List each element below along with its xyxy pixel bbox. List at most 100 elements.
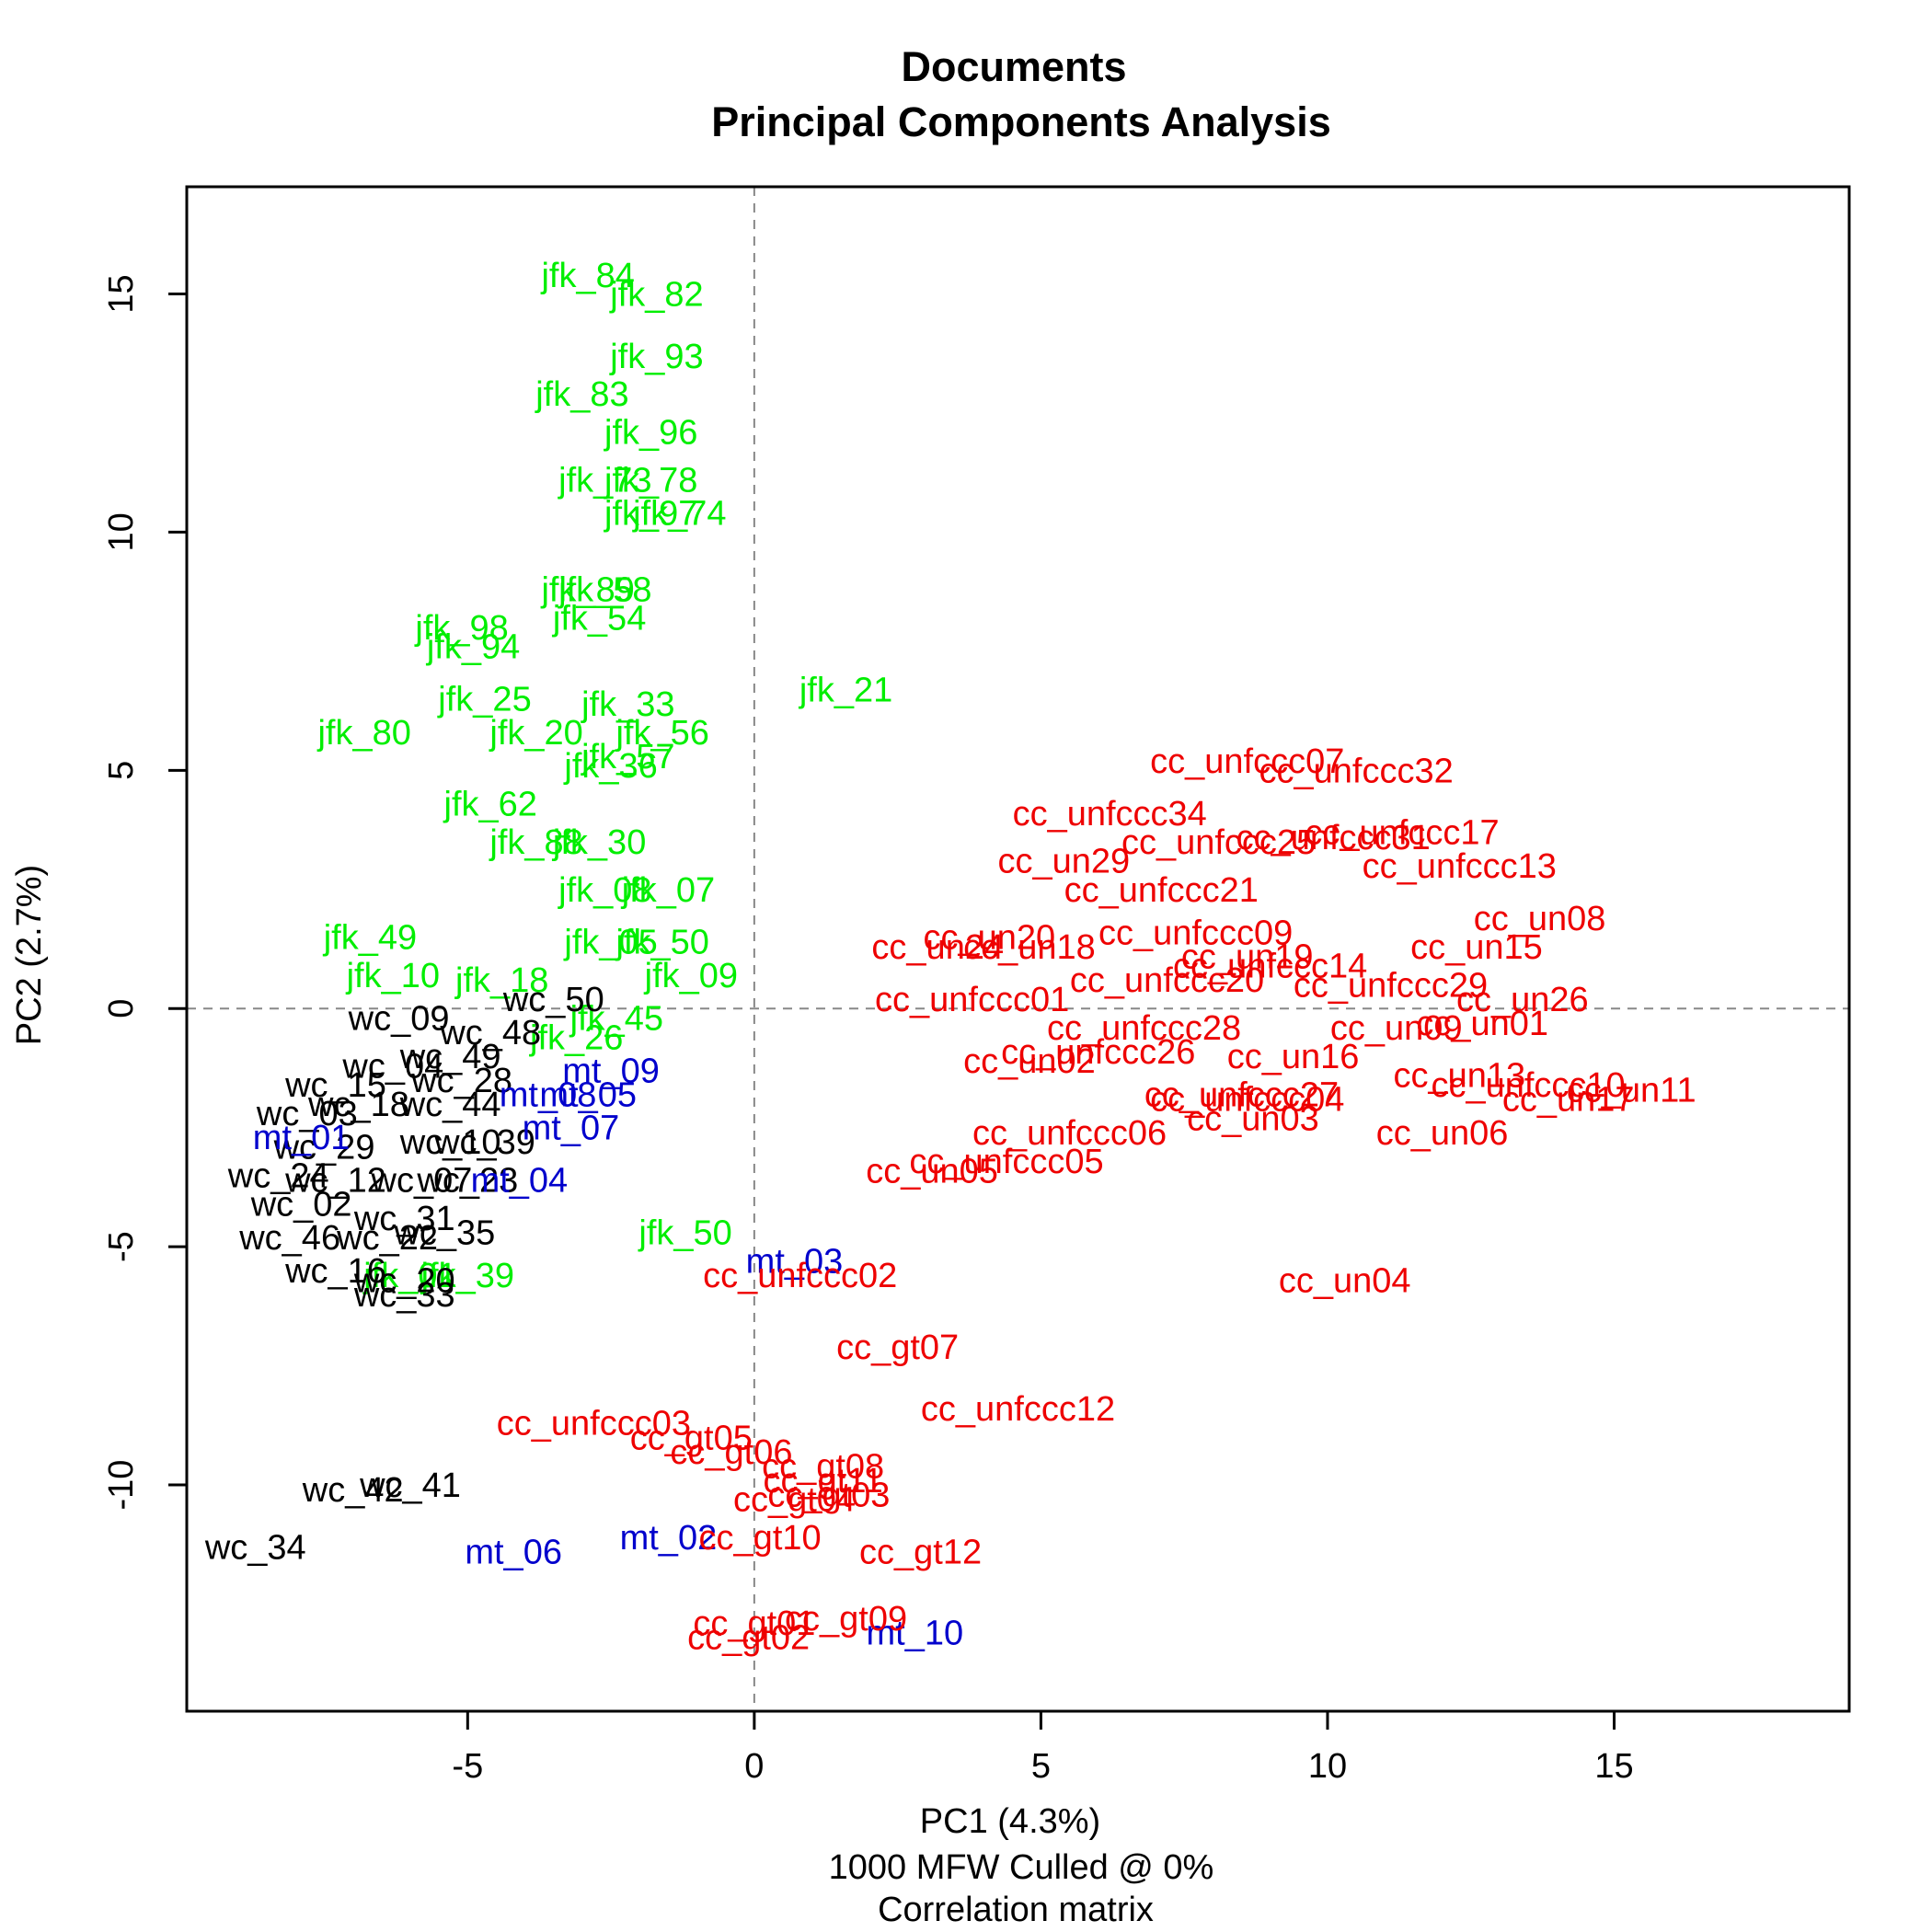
point-label: cc_un15 <box>1410 928 1543 967</box>
point-label: jfk_26 <box>529 1018 623 1057</box>
point-label: jfk_50 <box>615 924 708 962</box>
point-label: jfk_74 <box>632 495 726 534</box>
point-label: wc_10 <box>399 1123 501 1162</box>
point-label: mt_02 <box>620 1519 718 1558</box>
point-label: jfk_01 <box>362 1257 456 1295</box>
point-label: cc_gt12 <box>859 1534 982 1572</box>
plot-frame <box>185 185 1851 1713</box>
point-label: wc_46 <box>238 1219 340 1258</box>
point-label: cc_unfccc13 <box>1363 847 1557 886</box>
point-label: jfk_62 <box>443 786 537 824</box>
point-label: jfk_09 <box>644 957 738 995</box>
point-label: cc_un03 <box>1187 1099 1319 1138</box>
point-label: mt_08 <box>500 1075 597 1114</box>
point-label: cc_gt07 <box>836 1328 959 1367</box>
point-label: mt_03 <box>746 1243 844 1282</box>
point-label: cc_un29 <box>998 843 1131 881</box>
point-label: cc_unfccc27 <box>1144 1075 1339 1114</box>
y-tick-label: -5 <box>102 1231 141 1262</box>
point-label: jfk_88 <box>489 823 582 862</box>
point-label: jfk_30 <box>552 823 646 862</box>
point-label: cc_un02 <box>963 1042 1096 1081</box>
point-label: cc_un04 <box>1279 1261 1411 1300</box>
point-label: wc_20 <box>353 1261 455 1300</box>
point-label: cc_gt11 <box>764 1462 883 1501</box>
point-label: jfk_25 <box>437 681 531 719</box>
point-label: cc_un24 <box>871 928 1004 967</box>
point-label: jfk_98 <box>414 609 508 648</box>
point-label: jfk_39 <box>420 1257 514 1295</box>
y-tick-label: 0 <box>102 999 141 1018</box>
point-label: cc_gt10 <box>699 1519 822 1558</box>
point-label: wc_41 <box>359 1466 461 1505</box>
x-axis-label-mfw: 1000 MFW Culled @ 0% <box>829 1848 1214 1887</box>
point-label: mt_07 <box>523 1110 620 1148</box>
y-axis: -10 -5 0 5 10 15 <box>102 274 187 1511</box>
point-label: cc_gt06 <box>670 1433 792 1472</box>
point-label: jfk_07 <box>621 871 715 910</box>
point-label: wc_12 <box>284 1162 386 1201</box>
point-label: wc_33 <box>353 1276 455 1315</box>
point-label: jfk_45 <box>569 1000 663 1039</box>
point-label: jfk_05 <box>563 924 657 962</box>
point-label: jfk_08 <box>558 871 651 910</box>
point-label: cc_unfccc10 <box>1431 1066 1625 1105</box>
point-label: jfk_33 <box>581 685 674 724</box>
point-label: wc_23 <box>416 1162 518 1201</box>
plot-area: jfk_84jfk_82jfk_93jfk_83jfk_96jfk_78jfk_… <box>185 185 1851 1713</box>
point-label: jfk_54 <box>552 600 646 638</box>
x-tick-label: -5 <box>452 1747 483 1786</box>
x-tick-label: 15 <box>1594 1747 1633 1786</box>
point-label: wc_35 <box>393 1214 495 1253</box>
point-label: jfk_93 <box>609 338 703 376</box>
point-label: jfk_57 <box>581 738 674 776</box>
point-label: wc_28 <box>410 1062 512 1100</box>
point-label: cc_un01 <box>1416 1005 1548 1043</box>
y-tick-label: -10 <box>102 1460 141 1511</box>
point-label: cc_gt02 <box>687 1619 810 1658</box>
point-label: jfk_84 <box>540 257 634 295</box>
point-label: jfk_18 <box>454 961 548 1000</box>
point-label: cc_un06 <box>1376 1114 1509 1153</box>
point-label: wc_48 <box>439 1014 541 1052</box>
point-label: cc_un05 <box>866 1152 998 1190</box>
point-label: wc_04 <box>341 1047 443 1086</box>
point-label: wc_49 <box>399 1038 501 1076</box>
point-label: cc_un20 <box>924 919 1056 958</box>
point-label: cc_unfccc12 <box>921 1390 1115 1429</box>
point-label: cc_unfccc25 <box>1121 823 1316 862</box>
point-label: cc_gt01 <box>693 1604 815 1643</box>
point-label: jfk_56 <box>615 714 708 753</box>
point-label: cc_un17 <box>1502 1081 1635 1120</box>
point-label: jfk_73 <box>558 461 651 500</box>
y-tick-label: 5 <box>102 761 141 780</box>
point-label: cc_unfccc07 <box>1150 742 1344 781</box>
point-label: wc_29 <box>273 1128 375 1167</box>
point-label: cc_un09 <box>1330 1009 1463 1048</box>
point-label: wc_15 <box>284 1066 386 1105</box>
point-label: jfk_58 <box>558 571 651 610</box>
point-label: cc_gt05 <box>630 1419 753 1457</box>
chart-title: Documents <box>901 43 1126 90</box>
point-label: jfk_36 <box>563 747 657 786</box>
point-label: cc_un19 <box>1181 937 1314 976</box>
point-label: cc_un13 <box>1393 1057 1525 1096</box>
point-label: jfk_49 <box>323 919 417 958</box>
point-label: cc_unfccc26 <box>1001 1033 1195 1072</box>
point-label: jfk_94 <box>426 628 520 667</box>
point-label: wc_03 <box>256 1095 358 1133</box>
point-label: cc_un26 <box>1456 981 1589 1019</box>
point-label: cc_un18 <box>963 928 1096 967</box>
point-label: wc_42 <box>302 1471 404 1510</box>
point-label: mt_01 <box>253 1119 351 1157</box>
point-label: jfk_78 <box>604 461 697 500</box>
point-label: wc_24 <box>227 1156 329 1195</box>
point-label: jfk_20 <box>489 714 582 753</box>
point-label: cc_unfccc34 <box>1013 795 1207 834</box>
point-label: jfk_97 <box>604 495 697 534</box>
point-label: wc_07 <box>371 1162 473 1201</box>
point-label: jfk_89 <box>540 571 634 610</box>
point-label: cc_un11 <box>1567 1071 1696 1110</box>
point-label: cc_unfccc01 <box>875 981 1069 1019</box>
